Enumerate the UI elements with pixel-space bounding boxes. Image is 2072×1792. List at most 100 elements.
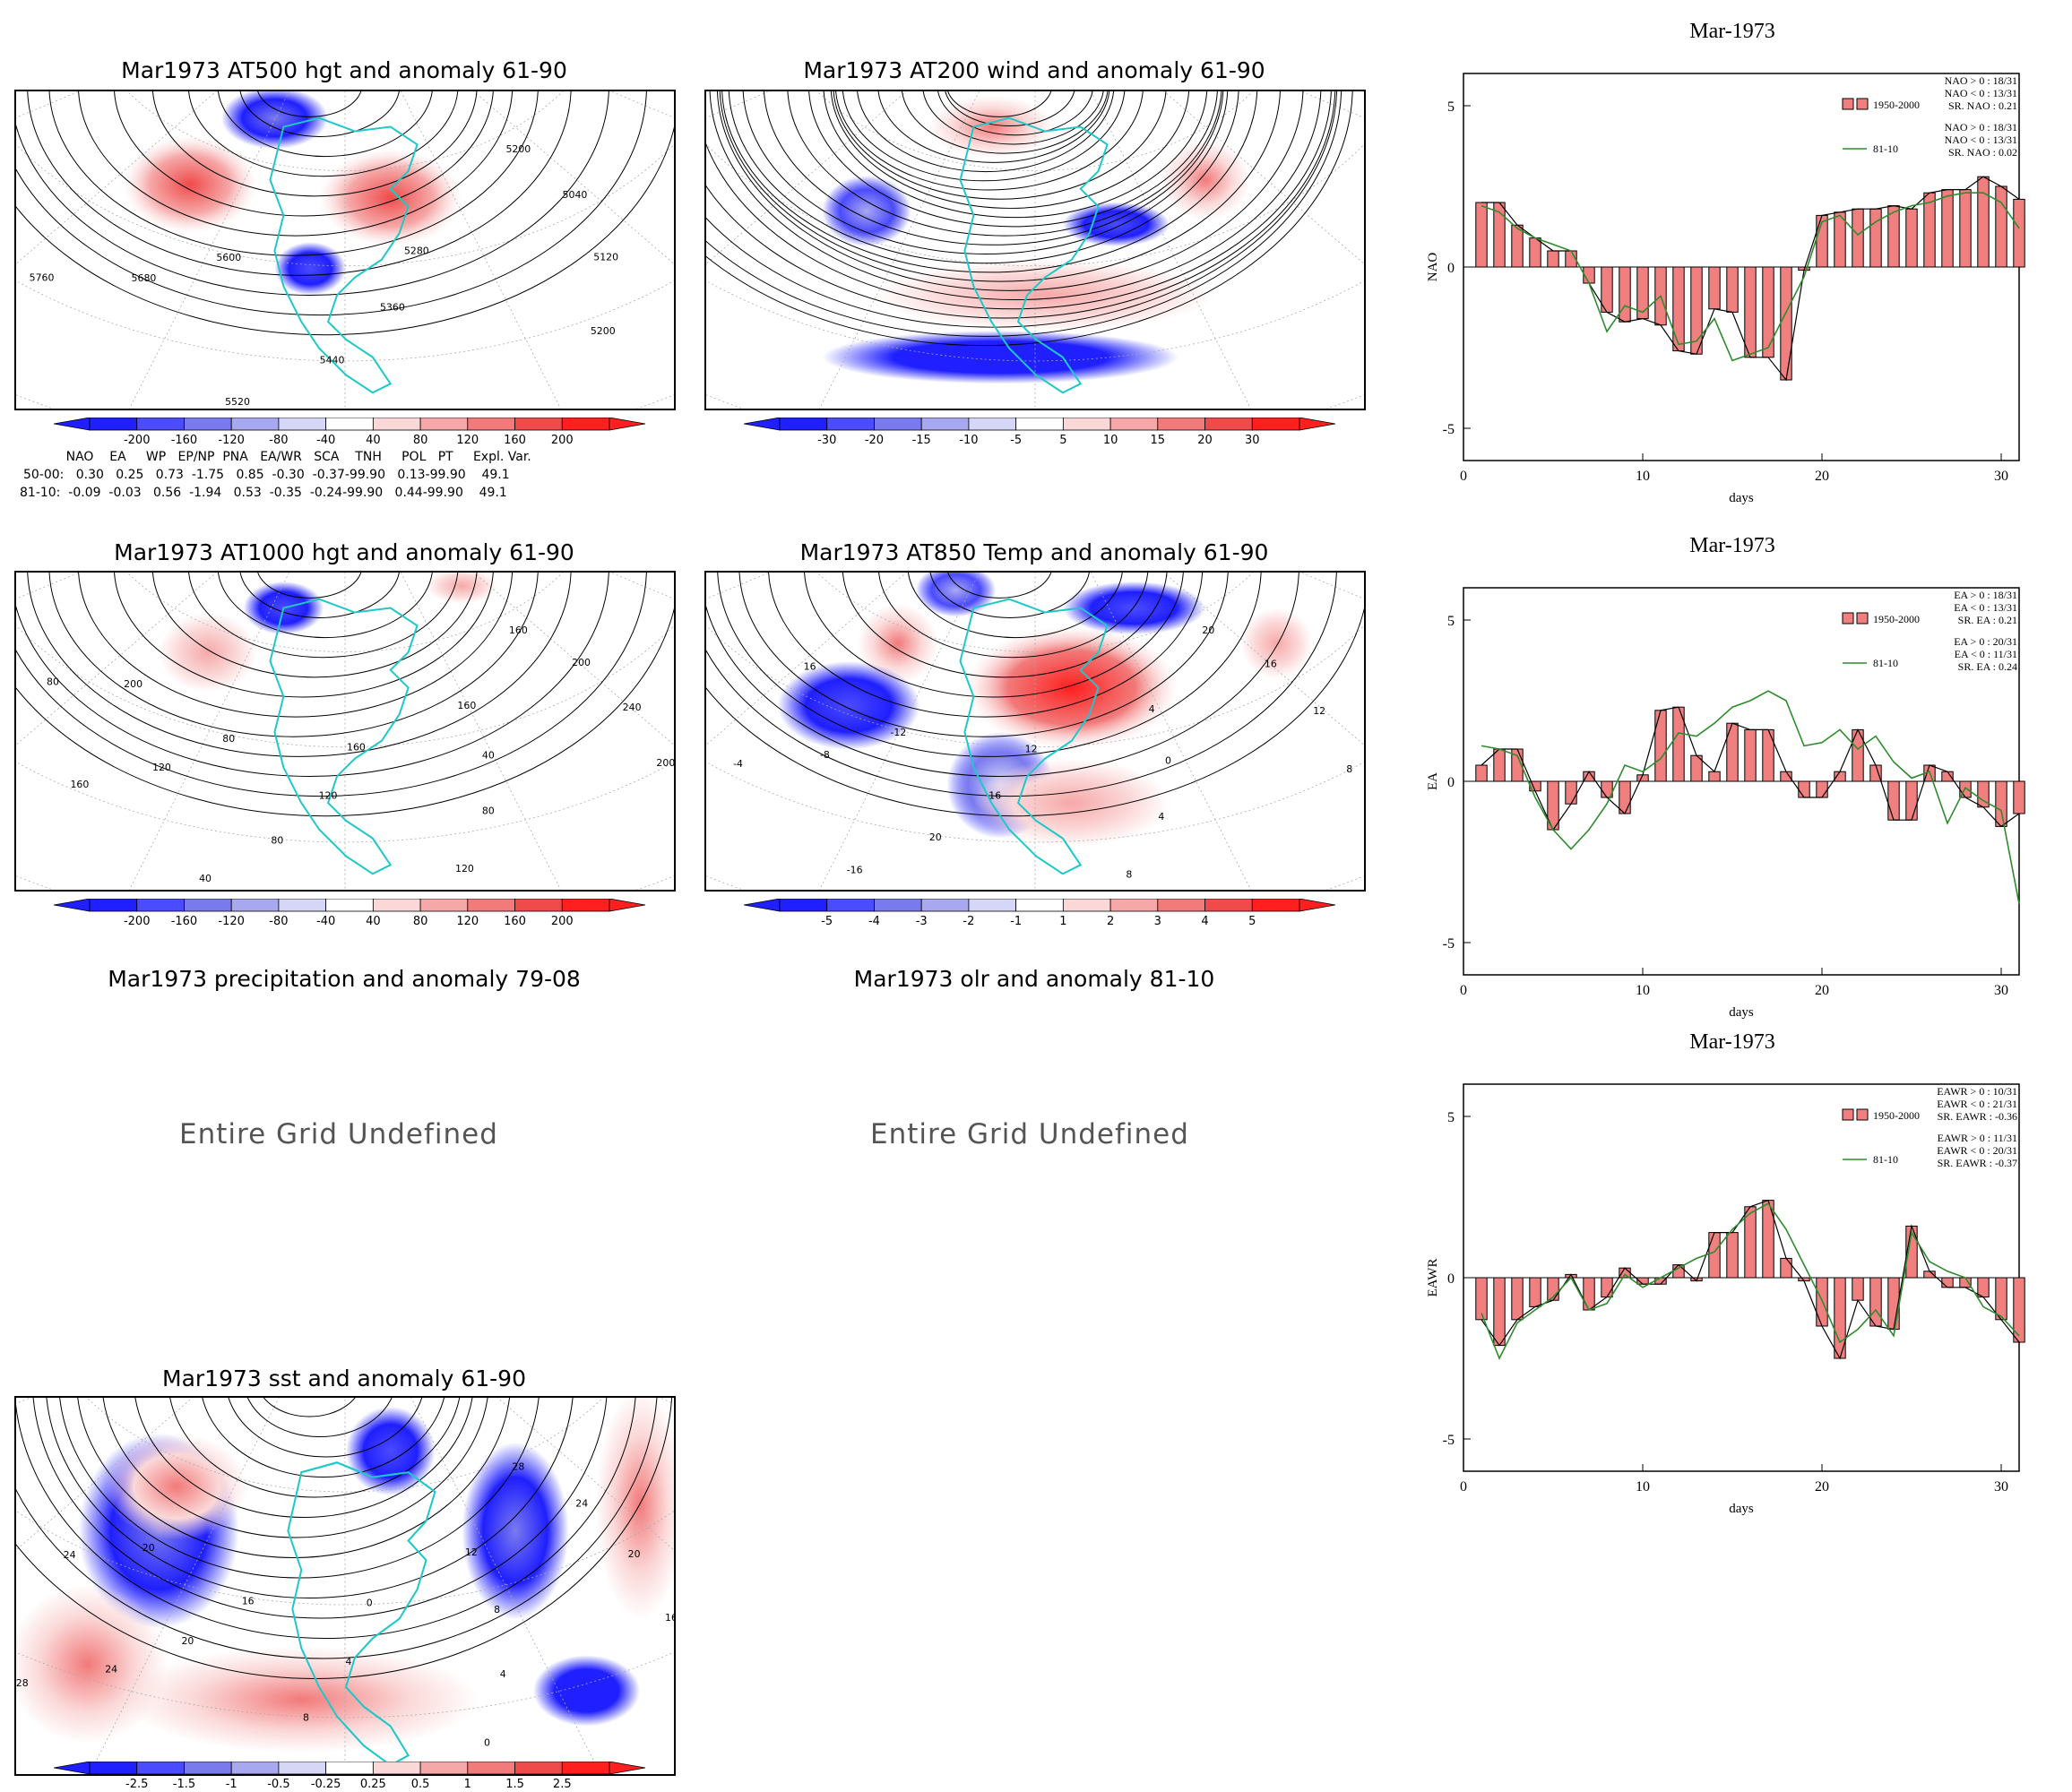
contour-line — [48, 91, 539, 256]
contour-label: 4 — [346, 1656, 352, 1667]
contour-label: 12 — [1313, 705, 1325, 717]
contour-label: 160 — [509, 625, 528, 636]
anomaly-shading — [875, 259, 1214, 331]
colorbar-cell — [1109, 899, 1159, 912]
colorbar-tick-label: 2 — [1107, 915, 1114, 928]
contour-line — [716, 91, 1304, 291]
map-title-temp850: Mar1973 AT850 Temp and anomaly 61-90 — [799, 539, 1269, 565]
colorbar-tick-label: -160 — [171, 915, 198, 928]
graticule-meridian — [128, 91, 290, 409]
contour-line — [188, 573, 459, 659]
x-tick-label: 0 — [1460, 1479, 1467, 1495]
contour-label: 16 — [804, 660, 816, 672]
colorbar-tick-label: -80 — [269, 915, 288, 928]
anomaly-shading — [1062, 202, 1170, 247]
contour-label: 80 — [47, 676, 59, 688]
anomaly-shading — [462, 1442, 569, 1620]
anomaly-shading — [105, 1433, 248, 1540]
contour-line — [709, 91, 1322, 300]
bar-1950-2000 — [1869, 1277, 1882, 1327]
bar-1950-2000 — [1654, 710, 1667, 782]
contour-line — [947, 573, 1052, 599]
contour-line — [706, 91, 1336, 319]
contour-label: 200 — [124, 678, 142, 690]
colorbar-tick-label: -40 — [316, 434, 335, 447]
colorbar-cell — [278, 1762, 327, 1775]
colorbar-cell — [467, 899, 515, 912]
colorbar-arrow-left — [744, 418, 781, 431]
x-tick-label: 20 — [1815, 469, 1829, 484]
map-wind200 — [704, 90, 1366, 410]
colorbar-tick-label: 40 — [366, 434, 381, 447]
colorbar-tick-label: 10 — [1103, 434, 1118, 447]
graticule-meridian — [128, 573, 290, 890]
x-tick-label: 10 — [1636, 469, 1650, 484]
map-wind200-canvas — [706, 91, 1364, 409]
map-title-olr: Mar1973 olr and anomaly 81-10 — [853, 966, 1215, 992]
series-line-81-10 — [1481, 690, 2020, 904]
contour-line — [835, 91, 1144, 191]
graticule-meridian — [496, 1398, 674, 1551]
colorbar-cell — [874, 418, 922, 431]
contour-line — [188, 91, 459, 177]
map-title-precip: Mar1973 precipitation and anomaly 79-08 — [108, 966, 581, 992]
contour-line — [77, 1398, 510, 1558]
contour-line — [114, 91, 494, 217]
contour-line — [830, 91, 1190, 209]
colorbar-cell — [230, 418, 280, 431]
colorbar-hgt1000: -200 -160 -120 -80 -40 40 80 120 160 200 — [54, 899, 645, 928]
x-tick-label: 10 — [1636, 983, 1650, 998]
contour-label: 5600 — [216, 252, 241, 263]
map-title-sst: Mar1973 sst and anomaly 61-90 — [162, 1366, 526, 1391]
colorbar-wind200: -30 -20 -15 -10 -5 5 10 15 20 30 — [744, 418, 1335, 447]
anomaly-shading — [16, 1584, 168, 1745]
colorbar-tick-label: -1 — [226, 1778, 237, 1791]
colorbar-cell — [874, 899, 922, 912]
y-tick-label: 0 — [1447, 775, 1455, 790]
colorbar-cell — [1015, 899, 1064, 912]
bar-1950-2000 — [1475, 764, 1488, 782]
contour-label: 4 — [500, 1668, 506, 1680]
colorbar-arrow-right — [609, 418, 645, 431]
colorbar-cell — [230, 1762, 280, 1775]
contour-label: 24 — [64, 1549, 76, 1561]
colorbar-cell — [325, 899, 374, 912]
contour-label: 20 — [929, 831, 942, 843]
map-hgt500-canvas: 5200 5040 5120 5200 5280 5360 5440 5520 5600 5680… — [16, 91, 674, 409]
colorbar-cell — [89, 418, 138, 431]
anomaly-shading — [426, 573, 498, 604]
map-title-wind200: Mar1973 AT200 wind and anomaly 61-90 — [803, 57, 1265, 83]
graticule-meridian — [818, 91, 980, 409]
bar-1950-2000 — [1977, 176, 1990, 268]
contour-line — [804, 573, 1184, 698]
contour-line — [32, 1398, 608, 1619]
anomaly-shading — [274, 242, 346, 296]
contour-line — [706, 573, 1337, 797]
colorbar-tick-label: 0.5 — [411, 1778, 430, 1791]
colorbar-tick-label: 4 — [1201, 915, 1208, 928]
anomaly-shading — [973, 758, 1170, 848]
contour-label: -12 — [890, 727, 906, 738]
series-line-1950-2000 — [1481, 1199, 2020, 1360]
contour-label: 5680 — [132, 272, 157, 284]
y-tick-label: -5 — [1443, 422, 1455, 437]
colorbar-cell — [89, 899, 138, 912]
contour-label: 120 — [319, 789, 338, 801]
bar-1950-2000 — [1726, 266, 1739, 313]
colorbar-cell — [1015, 418, 1064, 431]
bar-1950-2000 — [1672, 266, 1685, 352]
legend-label-1950-2000: 1950-2000 — [1873, 613, 1920, 625]
contour-label: -16 — [847, 865, 863, 876]
contour-label: 8 — [1126, 869, 1132, 881]
colorbar-cell — [1109, 418, 1159, 431]
colorbar-cell — [561, 418, 610, 431]
contour-line — [728, 91, 1239, 264]
bar-1950-2000 — [1547, 250, 1559, 268]
contour-line — [706, 91, 1338, 328]
contour-line — [152, 573, 478, 678]
contour-line — [877, 91, 1110, 163]
ts-title-nao: Mar-1973 — [1689, 20, 1775, 43]
bar-1950-2000 — [1475, 202, 1488, 268]
graticule-meridian — [410, 1398, 601, 1774]
colorbar-hgt500: -200 -160 -120 -80 -40 40 80 120 160 200 — [54, 418, 645, 447]
